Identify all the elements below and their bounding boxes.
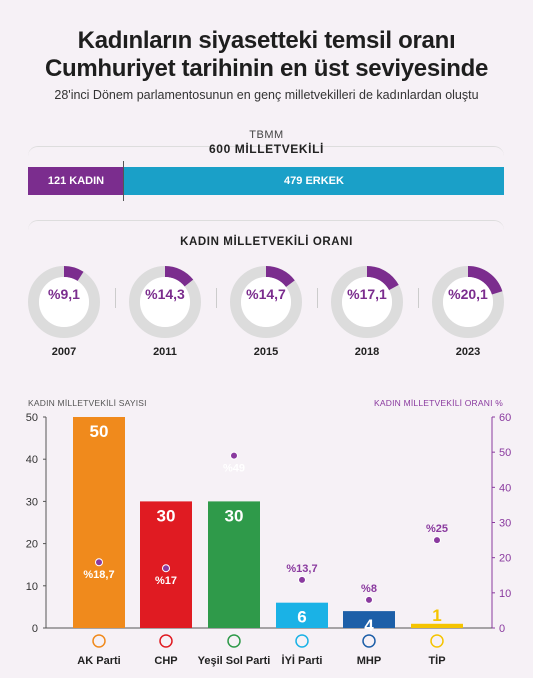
right-axis-title: KADIN MİLLETVEKİLİ ORANI % (374, 398, 503, 408)
donut-center (39, 277, 89, 327)
total-label: 600 MİLLETVEKİLİ (209, 142, 324, 156)
bar-5 (411, 623, 463, 628)
donut-2011: %14,3 2011 (125, 262, 205, 358)
tip-logo-icon (430, 634, 444, 648)
category-label: TİP (428, 654, 445, 667)
donut-value-label: %9,1 (48, 286, 80, 302)
bar-value-label: 30 (225, 506, 244, 525)
donut-center (241, 277, 291, 327)
donut-card (28, 220, 504, 371)
left-tick-label: 40 (26, 454, 38, 466)
bar-value-label: 6 (297, 608, 306, 627)
bar-value-label: 50 (90, 422, 109, 441)
donut-2018: %17,1 2018 (327, 262, 407, 358)
left-tick-label: 20 (26, 539, 38, 551)
rate-label: %18,7 (83, 569, 114, 581)
donut-ring (432, 266, 504, 338)
donut-ring (28, 266, 100, 338)
rate-point (298, 575, 306, 584)
rate-label: %8 (361, 583, 377, 595)
iyi-parti-logo-icon (295, 634, 309, 648)
bar-2 (208, 501, 260, 628)
right-tick-label: 20 (499, 553, 511, 565)
rate-point (95, 558, 103, 567)
left-tick-label: 50 (26, 412, 38, 424)
tbmm-label: TBMM (249, 129, 284, 141)
rate-label: %13,7 (286, 563, 317, 575)
donut-separator (316, 288, 318, 308)
rate-point (230, 451, 238, 460)
left-tick-label: 0 (32, 623, 38, 635)
donut-separator (114, 288, 116, 308)
donut-2015: %14,7 2015 (226, 262, 306, 358)
subtitle: 28'inci Dönem parlamentosunun en genç mi… (54, 88, 479, 102)
ak-parti-logo-icon (92, 634, 106, 648)
category-label: Yeşil Sol Parti (198, 655, 271, 667)
donut-section-title: KADIN MİLLETVEKİLİ ORANI (180, 236, 353, 248)
donut-year-label: 2015 (253, 346, 279, 358)
bar-value-label: 30 (157, 506, 176, 525)
rate-label: %49 (223, 463, 245, 475)
chp-logo-icon (159, 634, 173, 648)
donut-value-label: %14,3 (145, 286, 185, 302)
rate-point (365, 595, 373, 604)
category-label: AK Parti (77, 655, 120, 667)
donut-center (140, 277, 190, 327)
donut-value-label: %20,1 (448, 286, 488, 302)
bar-value-label: 1 (432, 606, 441, 625)
right-tick-label: 10 (499, 588, 511, 600)
left-tick-label: 10 (26, 581, 38, 593)
rate-label: %25 (426, 523, 448, 535)
right-tick-label: 30 (499, 518, 511, 530)
main-title-line1: Kadınların siyasetteki temsil oranı (77, 27, 456, 54)
right-tick-label: 40 (499, 482, 511, 494)
left-tick-label: 30 (26, 496, 38, 508)
rate-label: %17 (155, 575, 177, 587)
mhp-logo-icon (362, 634, 376, 648)
category-label: İYİ Parti (282, 654, 323, 667)
right-tick-label: 60 (499, 412, 511, 424)
yesil-sol-logo-icon (227, 634, 241, 648)
bar-value-label: 4 (364, 616, 374, 635)
donut-center (342, 277, 392, 327)
bar-1 (140, 501, 192, 628)
donut-fill (331, 266, 403, 338)
donut-ring (129, 266, 201, 338)
donut-2023: %20,1 2023 (428, 262, 508, 358)
donut-center (443, 277, 493, 327)
right-tick-label: 50 (499, 447, 511, 459)
donut-2007: %9,1 2007 (24, 262, 104, 358)
main-title-line2: Cumhuriyet tarihinin en üst seviyesinde (44, 55, 489, 82)
bar-divider (123, 161, 124, 201)
parliament-card (28, 146, 504, 217)
donut-year-label: 2011 (153, 346, 177, 358)
donut-year-label: 2023 (455, 346, 481, 358)
donut-fill (129, 266, 201, 338)
donut-year-label: 2018 (354, 346, 380, 358)
women-bar: 121 KADIN (28, 167, 124, 195)
donut-fill (28, 266, 100, 338)
rate-point (433, 536, 441, 545)
rate-point (162, 564, 170, 573)
donut-ring (230, 266, 302, 338)
category-label: CHP (154, 655, 177, 667)
donut-fill (432, 266, 504, 338)
bar-4 (343, 611, 395, 628)
donut-ring (331, 266, 403, 338)
bar-0 (73, 417, 125, 628)
donut-value-label: %14,7 (246, 286, 286, 302)
donut-separator (215, 288, 217, 308)
bar-3 (276, 602, 328, 628)
men-bar: 479 ERKEK (124, 167, 504, 195)
donut-year-label: 2007 (51, 346, 77, 358)
left-axis-title: KADIN MİLLETVEKİLİ SAYISI (28, 398, 147, 408)
donut-fill (230, 266, 302, 338)
donut-separator (417, 288, 419, 308)
right-tick-label: 0 (499, 623, 505, 635)
donut-value-label: %17,1 (347, 286, 387, 302)
category-label: MHP (357, 655, 381, 667)
